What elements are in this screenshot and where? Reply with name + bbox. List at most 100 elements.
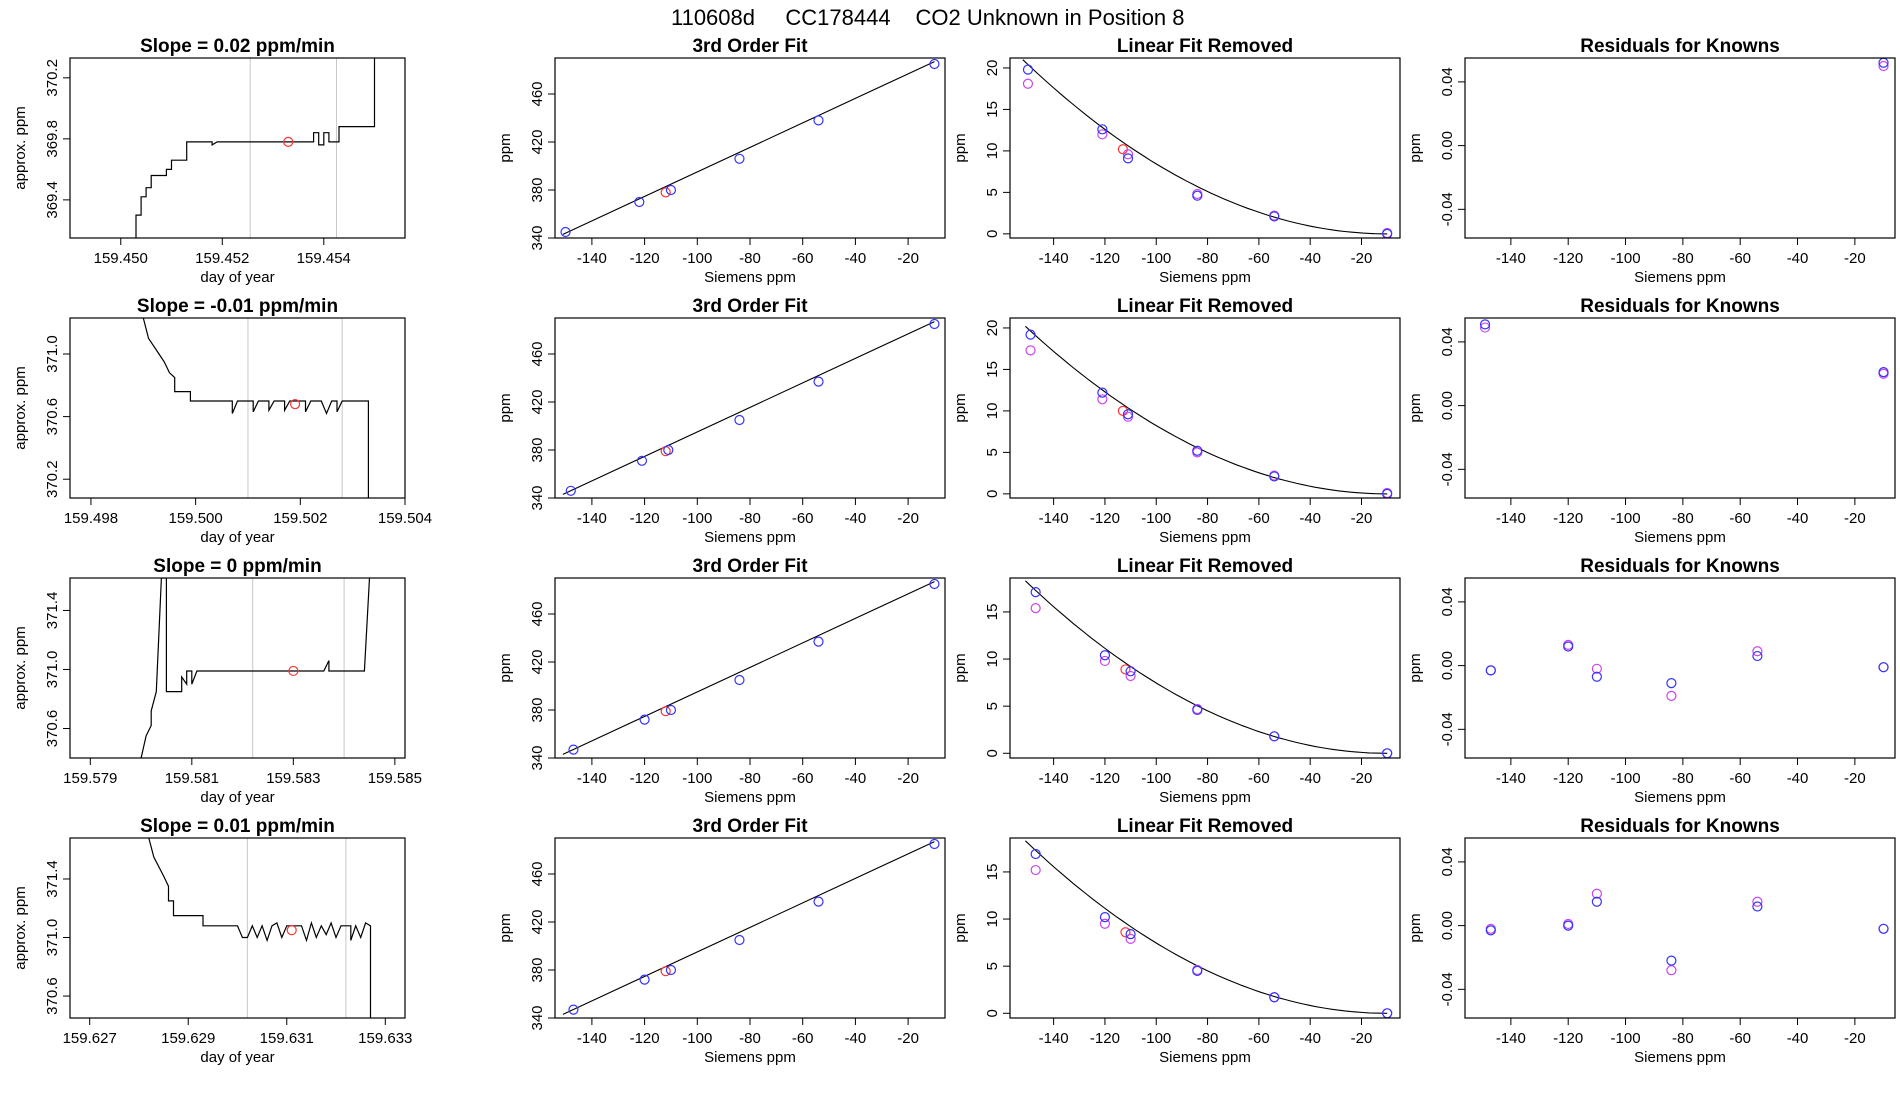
data-point-fit xyxy=(1122,409,1134,420)
panel-r4c3: Linear Fit Removed -140 -120 -100 -80 -60 -40 -… xyxy=(952,816,1401,1066)
x-tick-label: -20 xyxy=(1844,250,1866,267)
data-point-raw xyxy=(1099,655,1111,667)
y-tick-label: 371.0 xyxy=(44,335,61,373)
x-tick-label: -100 xyxy=(682,770,712,787)
data-point-knowns xyxy=(665,184,677,196)
data-point-knowns xyxy=(634,196,645,208)
y-tick-label: 371.0 xyxy=(44,651,61,689)
x-tick-label: -140 xyxy=(1496,770,1526,787)
data-point-fit xyxy=(1485,925,1496,936)
data-point-fit xyxy=(1269,731,1280,742)
data-point-fit xyxy=(1097,124,1108,135)
x-tick-label: -100 xyxy=(1141,770,1171,787)
x-tick-label: -40 xyxy=(1299,1030,1321,1047)
data-point-fit xyxy=(1192,445,1203,456)
x-tick-label: -140 xyxy=(1039,510,1069,527)
plot-area xyxy=(140,578,371,758)
x-tick-label: -120 xyxy=(1090,250,1120,267)
y-axis-label: ppm xyxy=(1407,393,1424,422)
figure-title-tank: CC178444 xyxy=(785,5,890,30)
data-point-raw xyxy=(1591,663,1602,674)
data-point-raw xyxy=(1125,670,1136,682)
x-tick-label: -60 xyxy=(792,770,814,787)
y-axis-label: approx. ppm xyxy=(12,106,29,189)
y-tick-label: 380 xyxy=(529,697,546,722)
x-tick-label: -40 xyxy=(1787,250,1809,267)
data-point-knowns xyxy=(734,414,745,426)
y-tick-label: 371.4 xyxy=(44,860,61,898)
data-point-fit xyxy=(1192,190,1203,201)
mean-marker xyxy=(283,136,294,147)
panel-title: Slope = 0 ppm/min xyxy=(153,556,321,577)
data-point-knowns xyxy=(665,964,677,976)
data-point-knowns xyxy=(929,318,940,330)
trace-line xyxy=(135,58,376,238)
x-tick-label: 159.629 xyxy=(161,1030,215,1047)
y-tick-label: 0.00 xyxy=(1439,911,1456,940)
x-tick-label: -40 xyxy=(845,250,867,267)
panel-r4c4: Residuals for Knowns -140 -120 -100 -80 -60 -4… xyxy=(1407,816,1896,1066)
panel-r1c2: 3rd Order Fit -140 -120 -100 -80 -60 -40 -20 340… xyxy=(497,36,946,286)
x-tick-label: -60 xyxy=(792,250,814,267)
x-tick-label: -60 xyxy=(1248,1030,1270,1047)
y-tick-label: 371.0 xyxy=(44,919,61,957)
y-tick-label: 370.6 xyxy=(44,710,61,748)
data-point-knowns xyxy=(813,376,824,387)
plot-area xyxy=(142,318,369,498)
x-tick-label: -120 xyxy=(1553,1030,1583,1047)
data-point-fit xyxy=(1099,912,1111,923)
data-point-knowns xyxy=(734,674,745,686)
data-point-unknown xyxy=(1120,927,1131,938)
data-point-knowns xyxy=(929,578,940,590)
plot-area xyxy=(1025,325,1393,498)
x-tick-label: -20 xyxy=(897,1030,919,1047)
data-point-fit xyxy=(1479,319,1491,330)
data-point-raw xyxy=(1878,60,1889,72)
panel-title: Linear Fit Removed xyxy=(1117,816,1293,837)
data-point-knowns xyxy=(636,455,648,466)
x-tick-label: -40 xyxy=(1787,770,1809,787)
x-axis-label: Siemens ppm xyxy=(704,1049,796,1066)
data-point-fit xyxy=(1666,955,1677,966)
x-tick-label: 159.450 xyxy=(94,250,148,267)
x-tick-label: -120 xyxy=(1553,770,1583,787)
y-tick-label: 10 xyxy=(984,403,1001,420)
data-point-raw xyxy=(1025,345,1036,356)
y-axis-label: approx. ppm xyxy=(12,886,29,969)
data-point-fit xyxy=(1125,929,1136,940)
fit-line xyxy=(562,61,935,235)
data-point-fit xyxy=(1269,211,1280,222)
x-tick-label: 159.498 xyxy=(64,510,118,527)
plot-area xyxy=(562,318,940,496)
x-tick-label: -80 xyxy=(1197,510,1219,527)
x-tick-label: -80 xyxy=(1672,510,1694,527)
x-tick-label: -40 xyxy=(845,1030,867,1047)
x-tick-label: -80 xyxy=(739,1030,761,1047)
y-axis-label: ppm xyxy=(1407,913,1424,942)
panel-title: Residuals for Knowns xyxy=(1580,816,1780,837)
data-point-unknown xyxy=(660,187,671,198)
trace-line xyxy=(140,578,371,758)
fit-curve xyxy=(1022,59,1388,235)
x-tick-label: -120 xyxy=(1090,510,1120,527)
panel-r3c1: Slope = 0 ppm/min 159.579 159.581 159.583 15… xyxy=(12,556,422,806)
x-tick-label: 159.579 xyxy=(63,770,117,787)
y-tick-label: -0.04 xyxy=(1439,452,1456,486)
panel-r2c1: Slope = -0.01 ppm/min 159.498 159.500 159.5… xyxy=(12,296,432,546)
data-point-fit xyxy=(1752,650,1763,662)
data-point-fit xyxy=(1099,650,1111,661)
x-tick-label: -120 xyxy=(1090,770,1120,787)
y-tick-label: 370.6 xyxy=(44,977,61,1015)
x-tick-label: -100 xyxy=(1611,1030,1641,1047)
fit-curve xyxy=(1025,580,1388,754)
data-point-fit xyxy=(1752,901,1763,912)
x-tick-label: -40 xyxy=(845,510,867,527)
figure-title-description: CO2 Unknown in Position 8 xyxy=(915,5,1184,30)
y-tick-label: 460 xyxy=(529,81,546,106)
x-axis-label: day of year xyxy=(200,269,274,286)
data-point-unknown xyxy=(1117,144,1128,155)
y-tick-label: 380 xyxy=(529,437,546,462)
x-axis-label: Siemens ppm xyxy=(1634,529,1726,546)
data-point-fit xyxy=(1269,471,1280,482)
panel-r3c3: Linear Fit Removed -140 -120 -100 -80 -60 -40 -… xyxy=(952,556,1401,806)
